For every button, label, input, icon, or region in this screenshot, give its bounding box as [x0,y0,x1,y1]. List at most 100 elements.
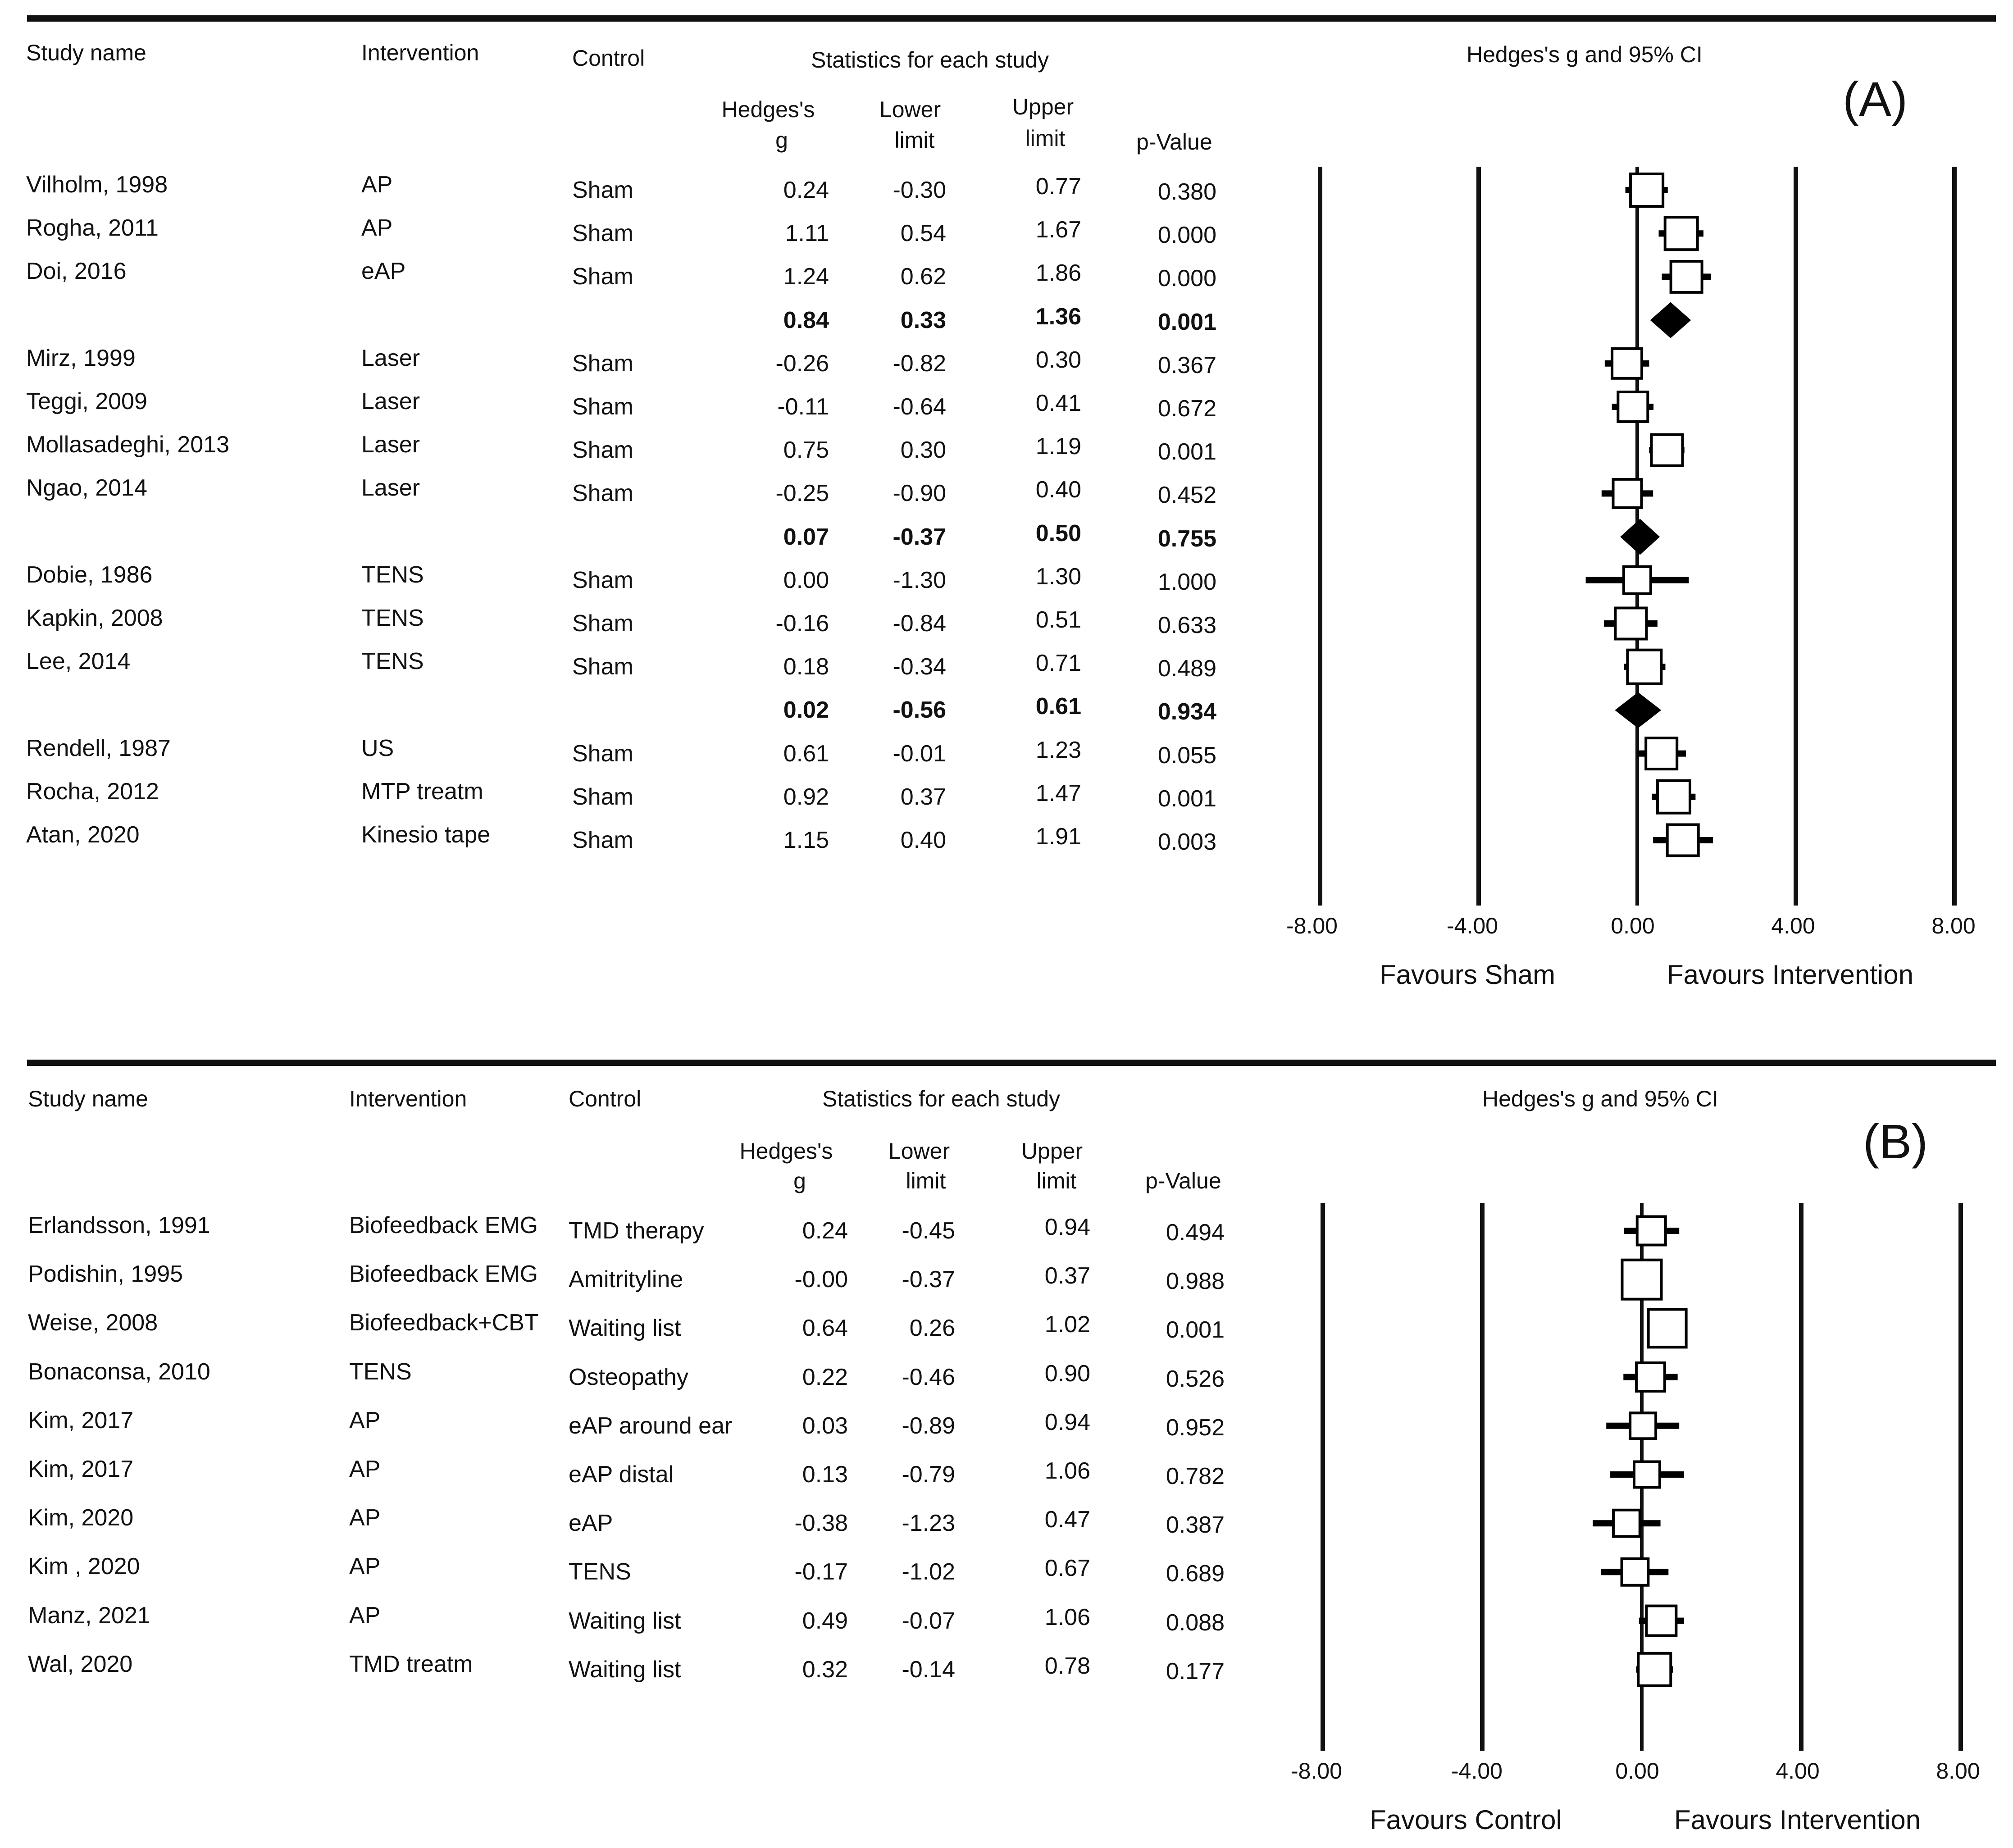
summary-p-cell: 0.755 [1157,525,1216,552]
p-value-cell: 0.526 [1166,1366,1225,1392]
study-name-cell: Rendell, 1987 [26,735,171,761]
control-cell: TMD therapy [569,1218,704,1244]
hedges-g-cell: 0.64 [802,1315,848,1342]
point-estimate-square [1622,565,1652,595]
point-estimate-square [1620,1557,1650,1587]
p-value-cell: 1.000 [1157,569,1216,595]
summary-lower-cell: -0.37 [893,523,946,550]
p-value-cell: 0.003 [1157,829,1216,855]
p-value-cell: 0.489 [1157,655,1216,682]
x-tick-label: -8.00 [1291,1758,1342,1784]
lower-limit-cell: 0.40 [900,827,946,853]
lower-limit-cell: -0.84 [893,610,946,637]
upper-limit-cell: 1.23 [1035,737,1081,763]
control-cell: Sham [572,740,633,767]
header-study-name: Study name [26,40,146,65]
upper-limit-cell: 0.71 [1035,650,1081,677]
control-cell: Amitrityline [569,1266,683,1293]
summary-upper-cell: 0.50 [1035,520,1081,546]
study-name-cell: Kim , 2020 [28,1553,140,1580]
control-cell: Sham [572,394,633,420]
study-name-cell: Kim, 2017 [28,1456,134,1482]
lower-limit-cell: 0.54 [900,220,946,247]
hedges-g-cell: 0.24 [783,177,829,203]
x-tick-label: -4.00 [1447,913,1498,938]
control-cell: Waiting list [569,1315,681,1342]
favours-right-label: Favours Intervention [1674,1805,1921,1835]
favours-right-label: Favours Intervention [1667,960,1913,990]
point-estimate-square [1612,1508,1641,1538]
intervention-cell: AP [349,1553,381,1580]
upper-limit-cell: 1.91 [1035,824,1081,850]
forest-plot-area [1318,167,1957,906]
upper-limit-cell: 1.86 [1035,260,1081,287]
forest-panel-a: Study name Intervention Control Statisti… [26,15,1996,990]
point-estimate-square [1629,173,1665,208]
control-cell: TENS [569,1559,631,1585]
point-estimate-square [1663,216,1699,251]
point-estimate-square [1644,737,1679,771]
forest-plot-area [1321,1203,1963,1751]
intervention-cell: Biofeedback EMG [349,1261,538,1288]
control-cell: Sham [572,264,633,290]
point-estimate-square [1666,823,1700,857]
control-cell: Sham [572,350,633,377]
control-cell: Sham [572,480,633,507]
x-tick-label: 0.00 [1611,913,1655,938]
upper-limit-cell: 0.67 [1044,1555,1090,1582]
point-estimate-square [1612,478,1643,509]
control-cell: Sham [572,177,633,203]
hedges-g-cell: 0.18 [783,654,829,680]
p-value-cell: 0.088 [1166,1609,1225,1636]
study-name-cell: Manz, 2021 [28,1602,150,1629]
point-estimate-square [1614,606,1648,641]
intervention-cell: TENS [349,1358,412,1385]
upper-limit-cell: 0.94 [1044,1214,1090,1240]
upper-limit-cell: 1.06 [1044,1604,1090,1630]
p-value-cell: 0.001 [1157,785,1216,812]
header-p-value: p-Value [1145,1168,1221,1193]
intervention-cell: Biofeedback+CBT [349,1310,539,1336]
lower-limit-cell: -0.01 [893,740,946,767]
hedges-g-cell: 0.00 [783,567,829,593]
p-value-cell: 0.782 [1166,1463,1225,1489]
favours-left-label: Favours Control [1370,1805,1562,1835]
study-name-cell: Teggi, 2009 [26,388,147,414]
lower-limit-cell: -0.46 [902,1364,955,1390]
intervention-cell: Biofeedback EMG [349,1212,538,1238]
intervention-cell: MTP treatm [361,778,483,805]
hedges-g-cell: 0.22 [802,1364,848,1390]
intervention-cell: AP [349,1602,381,1629]
study-name-cell: Dobie, 1986 [26,561,153,588]
hedges-g-cell: 0.49 [802,1607,848,1634]
control-cell: Sham [572,437,633,464]
hedges-g-cell: 1.11 [785,220,829,247]
lower-limit-cell: -0.34 [893,654,946,680]
intervention-cell: Laser [361,345,420,371]
summary-lower-cell: 0.33 [900,307,946,333]
x-tick-label: -4.00 [1451,1758,1503,1784]
summary-g-cell: 0.02 [783,697,829,724]
study-name-cell: Kim, 2017 [28,1407,134,1434]
panel-label: (B) [1863,1114,1928,1169]
upper-limit-cell: 1.19 [1035,433,1081,460]
intervention-cell: AP [349,1407,381,1434]
study-name-cell: Podishin, 1995 [28,1261,183,1288]
top-rule [27,1060,1996,1066]
lower-limit-cell: -0.30 [893,177,946,203]
intervention-cell: eAP [361,258,406,285]
upper-limit-cell: 0.41 [1035,390,1081,416]
study-name-cell: Lee, 2014 [26,648,131,675]
hedges-g-cell: 1.15 [783,827,829,853]
p-value-cell: 0.494 [1166,1220,1225,1246]
hedges-g-cell: 0.03 [802,1412,848,1439]
summary-g-cell: 0.07 [783,523,829,550]
upper-limit-cell: 1.67 [1035,217,1081,243]
lower-limit-cell: 0.62 [900,264,946,290]
lower-limit-cell: -0.79 [902,1461,955,1488]
forest-panel-b: Study name Intervention Control Statisti… [0,1045,2013,1848]
study-name-cell: Wal, 2020 [28,1651,133,1677]
p-value-cell: 0.001 [1157,439,1216,465]
point-estimate-square [1656,779,1691,815]
header-p-value: p-Value [1136,129,1212,155]
